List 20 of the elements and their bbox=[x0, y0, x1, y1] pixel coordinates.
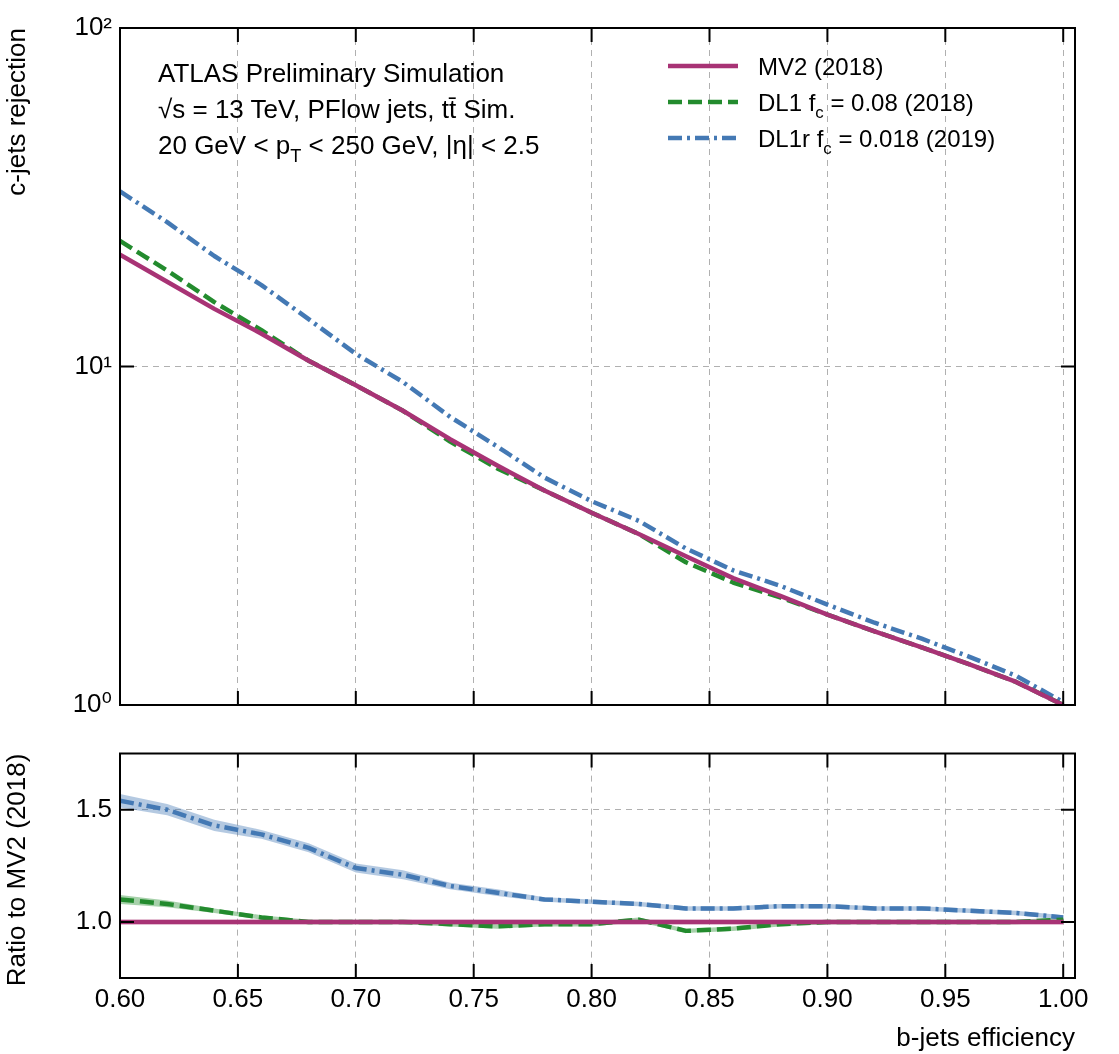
y-tick-label: 10¹ bbox=[74, 349, 113, 380]
x-tick-label: 0.95 bbox=[920, 982, 971, 1013]
legend-label: MV2 (2018) bbox=[758, 53, 884, 80]
x-tick-label: 0.90 bbox=[802, 982, 853, 1013]
x-tick-label: 0.80 bbox=[566, 982, 617, 1013]
y-tick-label: 1.0 bbox=[75, 905, 112, 936]
y-tick-label: 10⁰ bbox=[72, 688, 112, 719]
x-axis-title: b-jets efficiency bbox=[896, 1021, 1075, 1052]
annotation: ATLAS Preliminary Simulation bbox=[158, 58, 505, 88]
x-tick-label: 1.00 bbox=[1037, 982, 1089, 1013]
x-tick-label: 0.85 bbox=[684, 982, 735, 1013]
x-tick-label: 0.65 bbox=[212, 982, 264, 1013]
y-tick-label: 1.5 bbox=[75, 792, 112, 823]
x-tick-label: 0.70 bbox=[330, 982, 382, 1013]
x-tick-label: 0.60 bbox=[94, 982, 146, 1013]
y-axis-title: c-jets rejection bbox=[0, 28, 31, 196]
y-axis-title: Ratio to MV2 (2018) bbox=[0, 753, 31, 987]
annotation: √s = 13 TeV, PFlow jets, tt̄ Sim. bbox=[158, 94, 516, 124]
y-tick-label: 10² bbox=[74, 11, 113, 42]
x-tick-label: 0.75 bbox=[448, 982, 500, 1013]
